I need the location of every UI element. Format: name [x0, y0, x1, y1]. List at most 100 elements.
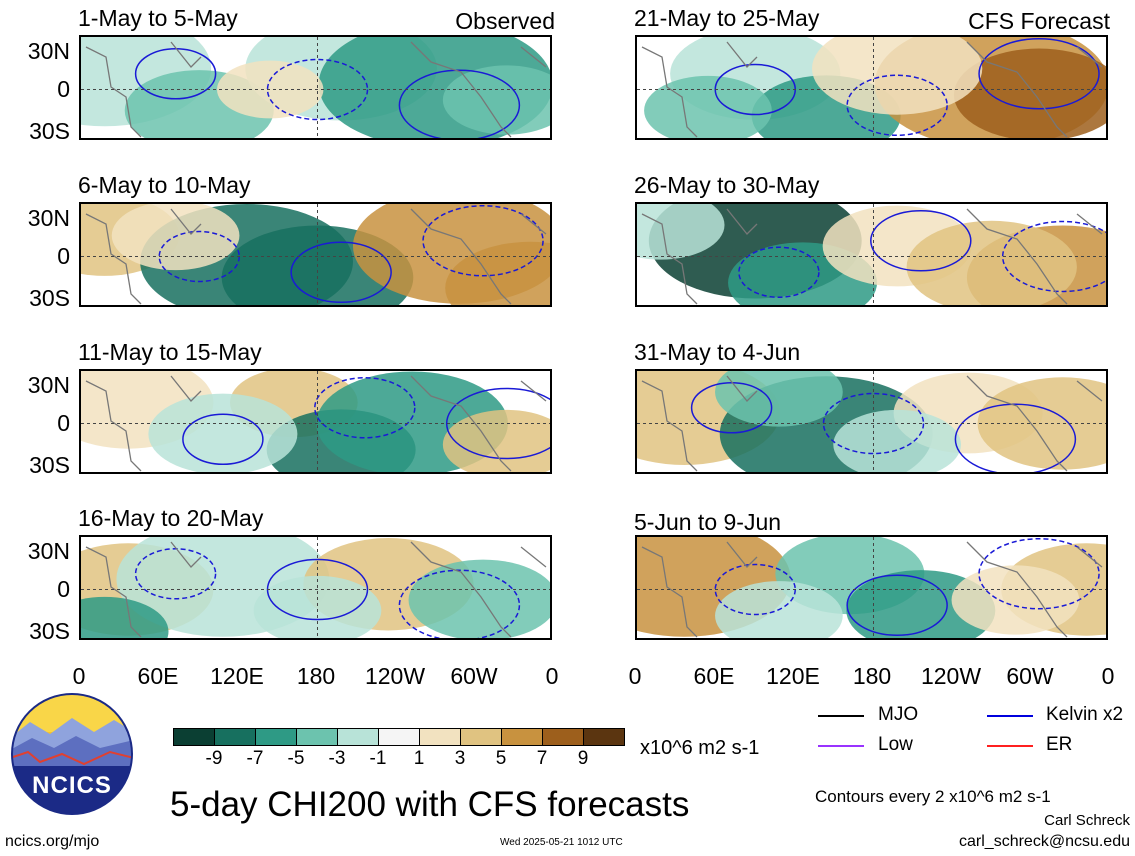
kelvin-contour: [182, 413, 264, 465]
kelvin-contour: [398, 569, 521, 638]
legend-label: MJO: [878, 704, 919, 725]
contour-note: Contours every 2 x10^6 m2 s-1: [815, 787, 1051, 806]
lat-label: 30N: [27, 205, 70, 231]
lon-label: 120W: [920, 663, 982, 689]
panel-tag: CFS Forecast: [968, 8, 1110, 34]
colorbar-swatch: [502, 729, 543, 745]
colorbar-swatch: [461, 729, 502, 745]
kelvin-contour: [290, 241, 392, 303]
anomaly-shading: [953, 48, 1106, 138]
lon-label: 60E: [693, 663, 735, 689]
kelvin-contour: [422, 205, 544, 277]
panel-title: 5-Jun to 9-Jun: [634, 509, 782, 535]
kelvin-contour: [398, 69, 521, 138]
colorbar-label: -7: [246, 748, 264, 769]
coastline: [85, 375, 547, 472]
lon-label: 120E: [210, 663, 264, 689]
panel-title: 11-May to 15-May: [78, 339, 262, 365]
anomaly-shading: [442, 409, 550, 472]
legend-line-er: [987, 745, 1033, 747]
colorbar: [173, 728, 625, 746]
kelvin-contour: [445, 387, 550, 460]
kelvin-contour: [978, 538, 1100, 610]
colorbar-swatch: [256, 729, 297, 745]
lon-label: 0: [545, 663, 559, 689]
map-panel: [79, 35, 552, 140]
email: carl_schreck@ncsu.edu: [959, 833, 1130, 850]
legend-line-low: [818, 745, 864, 747]
colorbar-swatch: [174, 729, 215, 745]
kelvin-contour: [978, 38, 1100, 110]
anomaly-shading: [81, 596, 169, 638]
kelvin-contour: [846, 574, 948, 636]
colorbar-units: x10^6 m2 s-1: [640, 737, 760, 759]
map-panel: [635, 35, 1108, 140]
coastline: [641, 208, 1103, 305]
panel-title: 6-May to 10-May: [78, 172, 251, 198]
main-title: 5-day CHI200 with CFS forecasts: [170, 785, 690, 824]
colorbar-swatch: [215, 729, 256, 745]
colorbar-swatch: [420, 729, 461, 745]
colorbar-swatch: [379, 729, 420, 745]
map-panel: [635, 202, 1108, 307]
lat-label: 30S: [29, 285, 70, 311]
lat-label: 0: [57, 576, 70, 602]
colorbar-label: -1: [369, 748, 387, 769]
map-panel: [79, 202, 552, 307]
map-panel: [635, 535, 1108, 640]
colorbar-label: 9: [577, 748, 589, 769]
panel-title: 1-May to 5-May: [78, 5, 238, 31]
author: Carl Schreck: [1044, 812, 1130, 829]
panel-title: 16-May to 20-May: [78, 505, 264, 531]
coastline: [85, 541, 547, 638]
anomaly-shading: [445, 241, 550, 305]
legend-line-kelvin: [987, 715, 1033, 717]
lat-label: 30S: [29, 452, 70, 478]
lon-label: 180: [852, 663, 892, 689]
colorbar-swatch: [584, 729, 624, 745]
kelvin-contour: [738, 246, 820, 298]
colorbar-label: -5: [287, 748, 305, 769]
panel-title: 31-May to 4-Jun: [634, 339, 801, 365]
lat-label: 30S: [29, 618, 70, 644]
lon-label: 0: [72, 663, 86, 689]
panel-title: 26-May to 30-May: [634, 172, 820, 198]
lon-label: 120W: [364, 663, 426, 689]
lon-label: 60W: [450, 663, 498, 689]
coastline: [641, 41, 1103, 138]
timestamp: Wed 2025-05-21 1012 UTC: [500, 837, 623, 848]
colorbar-label: 5: [495, 748, 507, 769]
lat-label: 30S: [29, 118, 70, 144]
ncics-logo: NCICS: [10, 692, 134, 816]
colorbar-label: -9: [205, 748, 223, 769]
kelvin-contour: [314, 377, 416, 439]
kelvin-contour: [870, 210, 972, 272]
anomaly-shading: [148, 393, 298, 472]
anomaly-shading: [637, 204, 725, 260]
anomaly-shading: [951, 565, 1080, 635]
colorbar-swatch: [297, 729, 338, 745]
kelvin-contour: [266, 58, 369, 121]
lon-label: 60W: [1006, 663, 1054, 689]
coastline: [641, 541, 1103, 638]
map-panel: [79, 535, 552, 640]
logo-text: NCICS: [32, 772, 112, 799]
coastline: [641, 375, 1103, 472]
colorbar-swatch: [338, 729, 379, 745]
legend-label: Low: [878, 734, 913, 755]
site-url[interactable]: ncics.org/mjo: [5, 833, 100, 850]
colorbar-label: 3: [454, 748, 466, 769]
colorbar-label: -3: [328, 748, 346, 769]
map-panel: [79, 369, 552, 474]
kelvin-contour: [822, 392, 925, 455]
legend-line-mjo: [818, 715, 864, 717]
lon-label: 120E: [766, 663, 820, 689]
lon-label: 180: [296, 663, 336, 689]
panel-tag: Observed: [455, 8, 555, 34]
lat-label: 30N: [27, 538, 70, 564]
lat-label: 0: [57, 76, 70, 102]
lat-label: 0: [57, 410, 70, 436]
lon-label: 0: [628, 663, 642, 689]
anomaly-shading: [906, 220, 1077, 305]
lon-label: 0: [1101, 663, 1115, 689]
